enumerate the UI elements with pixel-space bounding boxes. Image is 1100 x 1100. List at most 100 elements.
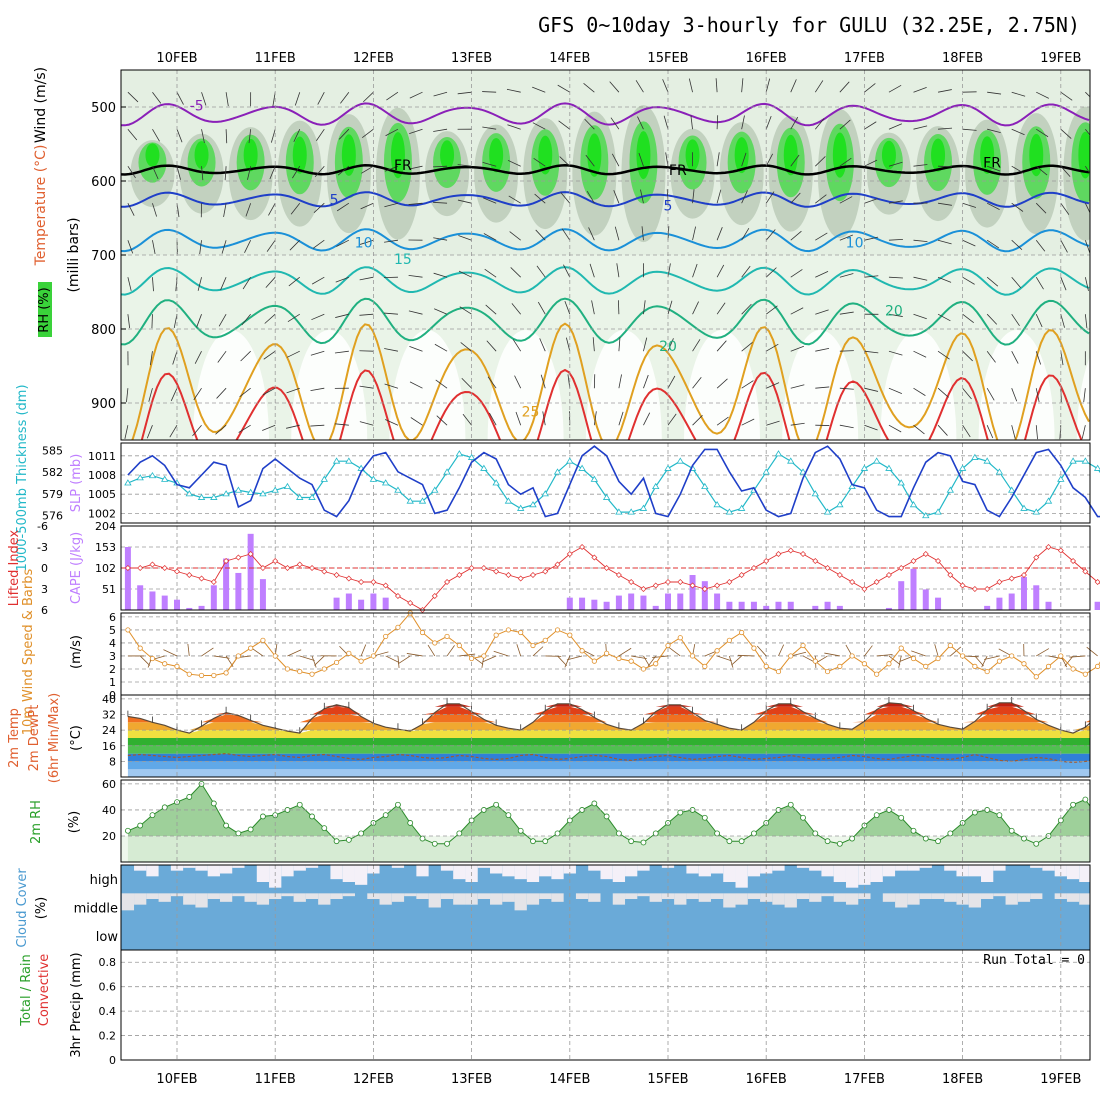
thickness-point bbox=[541, 490, 549, 497]
wind-barb bbox=[223, 203, 227, 218]
wind-barb bbox=[483, 233, 497, 241]
cloud-clear-cell bbox=[723, 865, 736, 882]
thickness-point bbox=[197, 493, 206, 500]
cape-bar bbox=[787, 601, 794, 610]
lifted-index-point bbox=[910, 558, 917, 564]
wind-barb bbox=[384, 383, 399, 389]
axis-title-dewpt: 2m DewPt bbox=[27, 705, 42, 772]
wind-barb bbox=[238, 424, 251, 433]
cape-bar bbox=[186, 607, 193, 610]
wind-barb bbox=[286, 424, 300, 429]
wind-barb bbox=[962, 276, 975, 285]
bottom-date-label: 10FEB bbox=[156, 1072, 197, 1087]
wind-barb bbox=[1035, 276, 1044, 290]
cloud-clear-cell bbox=[588, 865, 601, 871]
wind-barb bbox=[913, 125, 928, 130]
wind-barb bbox=[962, 387, 972, 400]
thickness-point bbox=[1093, 464, 1100, 471]
wind-barb bbox=[509, 231, 521, 241]
wind-barb bbox=[427, 644, 436, 657]
wind-barb bbox=[962, 350, 973, 362]
wind-barb bbox=[564, 655, 571, 668]
rh-point bbox=[591, 800, 598, 807]
top-date-label: 19FEB bbox=[1040, 51, 1081, 66]
wind-barb bbox=[1011, 202, 1024, 212]
cape-bar bbox=[1094, 601, 1100, 610]
wind-barb bbox=[217, 350, 227, 363]
wind-barb bbox=[1011, 239, 1023, 251]
rh-patch-saturated bbox=[292, 136, 307, 174]
thickness-point bbox=[860, 464, 869, 471]
top-date-label: 14FEB bbox=[549, 51, 590, 66]
wind-barb bbox=[461, 377, 472, 389]
lifted-index-point bbox=[677, 579, 684, 585]
cape-bar bbox=[223, 558, 230, 610]
wind-barb bbox=[201, 92, 207, 106]
wind-speed-point bbox=[947, 642, 953, 649]
cloud-clear-cell bbox=[809, 893, 822, 902]
wind-barb bbox=[591, 300, 595, 315]
wind-barb bbox=[1084, 277, 1089, 291]
wind-barb bbox=[359, 313, 374, 316]
rh-patch-saturated bbox=[489, 137, 504, 173]
wind-barb bbox=[263, 350, 276, 360]
wind-tick-label: 0 bbox=[109, 689, 116, 702]
wind-barb bbox=[458, 270, 472, 278]
rh-point bbox=[407, 820, 414, 826]
wind-speed-point bbox=[775, 668, 782, 675]
wind-barb bbox=[360, 644, 367, 657]
thickness-point bbox=[296, 493, 304, 500]
thickness-point bbox=[627, 508, 635, 515]
cloud-clear-cell bbox=[502, 893, 515, 902]
wind-barb bbox=[583, 82, 595, 93]
wind-barb bbox=[986, 276, 999, 287]
pressure-tick-label: 700 bbox=[91, 249, 116, 264]
wind-barb bbox=[435, 379, 448, 389]
temperature-tick-label: 24 bbox=[102, 724, 116, 737]
cloud-clear-cell bbox=[183, 893, 196, 905]
rh-point bbox=[260, 813, 266, 820]
wind-barb bbox=[310, 387, 325, 392]
temperature-band bbox=[127, 702, 1090, 707]
cape-bar bbox=[677, 593, 684, 610]
wind-barb bbox=[1011, 425, 1016, 439]
wind-barb bbox=[641, 226, 644, 241]
thickness-point bbox=[713, 501, 721, 508]
contour-label: 20 bbox=[659, 339, 677, 355]
wind-barb bbox=[888, 313, 903, 317]
cape-bar bbox=[689, 575, 696, 610]
thickness-point bbox=[737, 504, 746, 511]
wind-barb bbox=[614, 226, 620, 241]
axis-title-cape: CAPE (J/kg) bbox=[69, 532, 84, 604]
wind-barb bbox=[765, 305, 778, 315]
thickness-point bbox=[922, 511, 930, 519]
cloud-clear-cell bbox=[944, 893, 957, 902]
wind-barb bbox=[888, 238, 903, 241]
wind-barb bbox=[618, 337, 621, 352]
wind-barb bbox=[163, 649, 178, 657]
thickness-point bbox=[652, 482, 660, 490]
axis-title-temperature: Temperature (°C) bbox=[33, 145, 49, 267]
wind-barb bbox=[864, 275, 879, 278]
lifted-index-point bbox=[382, 582, 389, 589]
wind-barb bbox=[335, 276, 349, 283]
wind-speed-point bbox=[186, 671, 192, 677]
cloud-clear-cell bbox=[490, 893, 503, 905]
cape-bar bbox=[124, 547, 131, 610]
wind-barb bbox=[314, 165, 325, 178]
wind-barb bbox=[563, 264, 571, 278]
wind-speed-point bbox=[297, 668, 303, 675]
wind-barb bbox=[938, 127, 953, 130]
wind-barb bbox=[1085, 165, 1090, 175]
wind-barb bbox=[790, 79, 797, 93]
wind-speed-point bbox=[1021, 661, 1027, 667]
thickness-point bbox=[161, 475, 169, 482]
wind-barb bbox=[176, 129, 183, 143]
cloud-clear-cell bbox=[612, 893, 626, 905]
wind-barb bbox=[434, 343, 448, 352]
wind-barb bbox=[741, 418, 755, 426]
rh-point bbox=[223, 822, 230, 829]
cloud-clear-cell bbox=[981, 893, 994, 899]
wind-barb bbox=[1086, 646, 1098, 657]
lifted-index-point bbox=[800, 551, 807, 557]
